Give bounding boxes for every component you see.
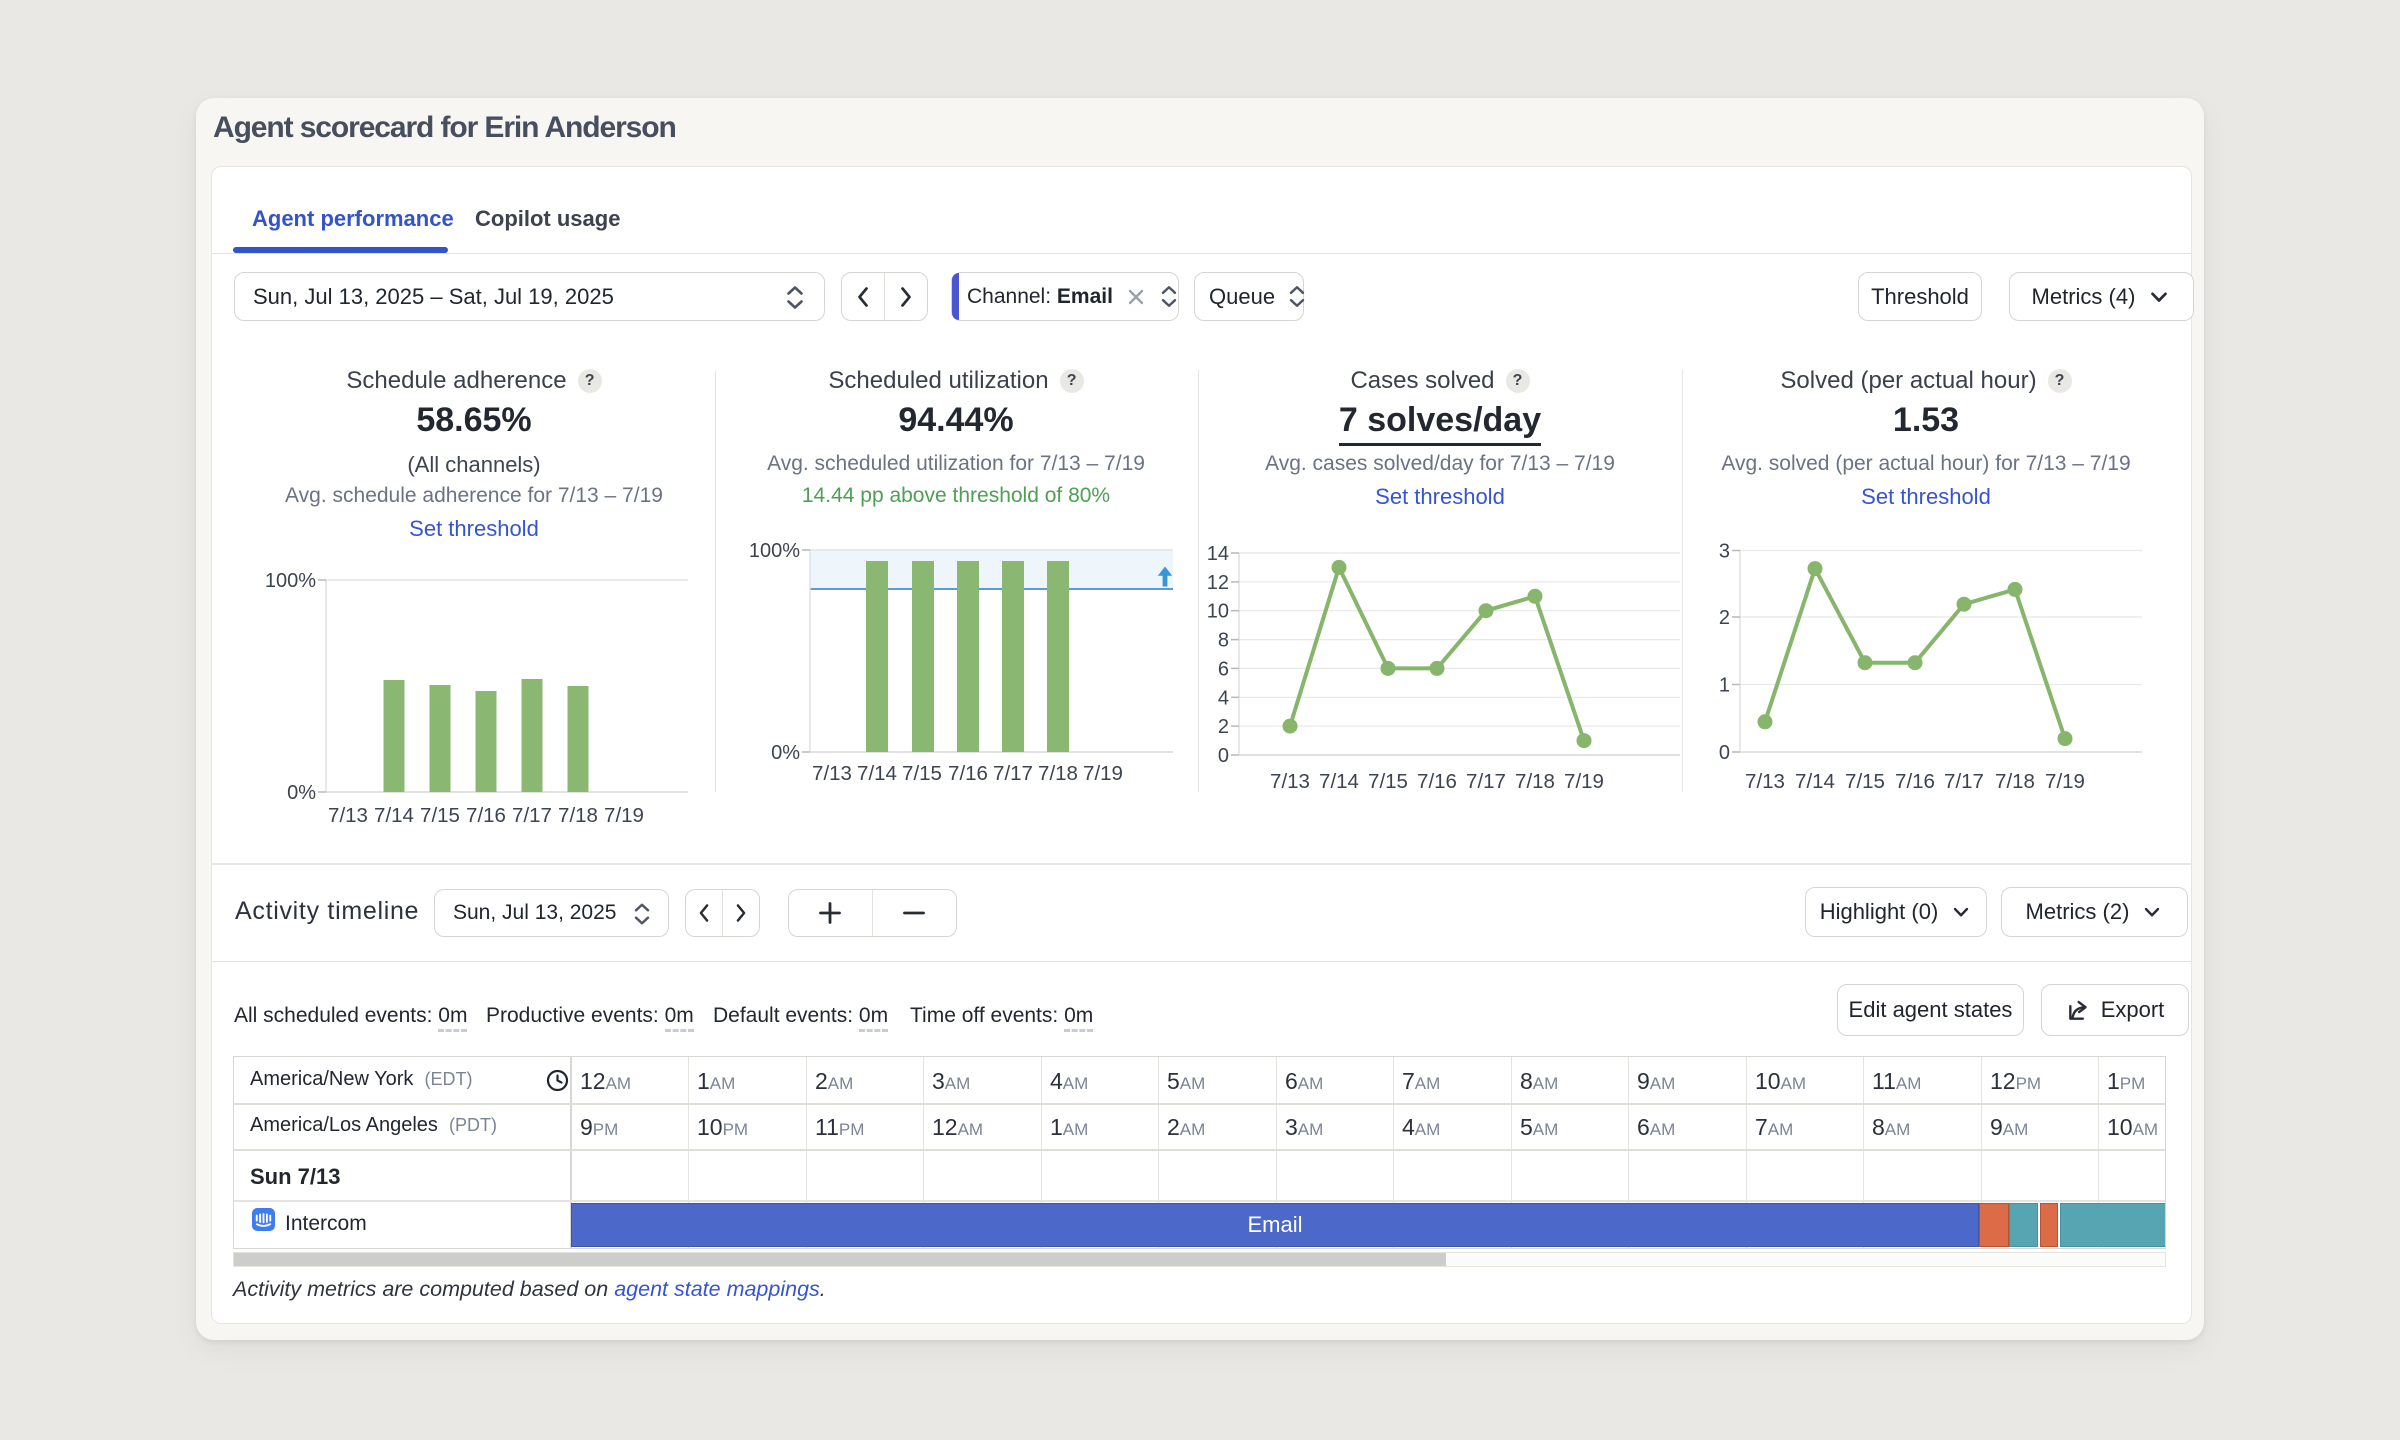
- svg-text:7/13: 7/13: [1270, 770, 1310, 793]
- svg-text:2: 2: [1719, 607, 1730, 629]
- svg-text:7/16: 7/16: [948, 762, 988, 785]
- svg-text:1: 1: [1719, 675, 1730, 697]
- svg-text:7/18: 7/18: [558, 804, 598, 827]
- svg-text:7/17: 7/17: [512, 804, 552, 827]
- svg-text:7/14: 7/14: [374, 804, 414, 827]
- svg-text:7/19: 7/19: [1083, 762, 1123, 785]
- svg-text:7/15: 7/15: [1845, 770, 1885, 793]
- svg-text:0%: 0%: [287, 782, 316, 804]
- svg-text:100%: 100%: [265, 570, 316, 592]
- svg-text:3: 3: [1719, 541, 1730, 563]
- svg-text:7/14: 7/14: [857, 762, 897, 785]
- svg-text:4: 4: [1218, 687, 1229, 709]
- svg-text:0%: 0%: [771, 742, 800, 764]
- svg-text:7/17: 7/17: [993, 762, 1033, 785]
- svg-text:100%: 100%: [749, 540, 800, 562]
- svg-text:7/18: 7/18: [1038, 762, 1078, 785]
- svg-text:6: 6: [1218, 658, 1229, 680]
- svg-text:0: 0: [1218, 745, 1229, 767]
- svg-text:7/15: 7/15: [902, 762, 942, 785]
- svg-text:7/18: 7/18: [1995, 770, 2035, 793]
- svg-text:7/18: 7/18: [1515, 770, 1555, 793]
- svg-text:12: 12: [1207, 572, 1229, 594]
- svg-text:7/13: 7/13: [328, 804, 368, 827]
- svg-text:7/13: 7/13: [812, 762, 852, 785]
- svg-text:7/15: 7/15: [1368, 770, 1408, 793]
- svg-text:14: 14: [1207, 543, 1229, 565]
- svg-text:7/17: 7/17: [1944, 770, 1984, 793]
- svg-text:7/19: 7/19: [604, 804, 644, 827]
- svg-text:7/14: 7/14: [1319, 770, 1359, 793]
- svg-text:7/19: 7/19: [1564, 770, 1604, 793]
- svg-text:7/13: 7/13: [1745, 770, 1785, 793]
- svg-text:7/17: 7/17: [1466, 770, 1506, 793]
- svg-text:7/19: 7/19: [2045, 770, 2085, 793]
- svg-text:7/15: 7/15: [420, 804, 460, 827]
- svg-text:0: 0: [1719, 742, 1730, 764]
- svg-text:7/14: 7/14: [1795, 770, 1835, 793]
- svg-text:7/16: 7/16: [1417, 770, 1457, 793]
- svg-text:7/16: 7/16: [466, 804, 506, 827]
- svg-text:8: 8: [1218, 630, 1229, 652]
- svg-text:7/16: 7/16: [1895, 770, 1935, 793]
- svg-text:2: 2: [1218, 716, 1229, 738]
- svg-text:10: 10: [1207, 601, 1229, 623]
